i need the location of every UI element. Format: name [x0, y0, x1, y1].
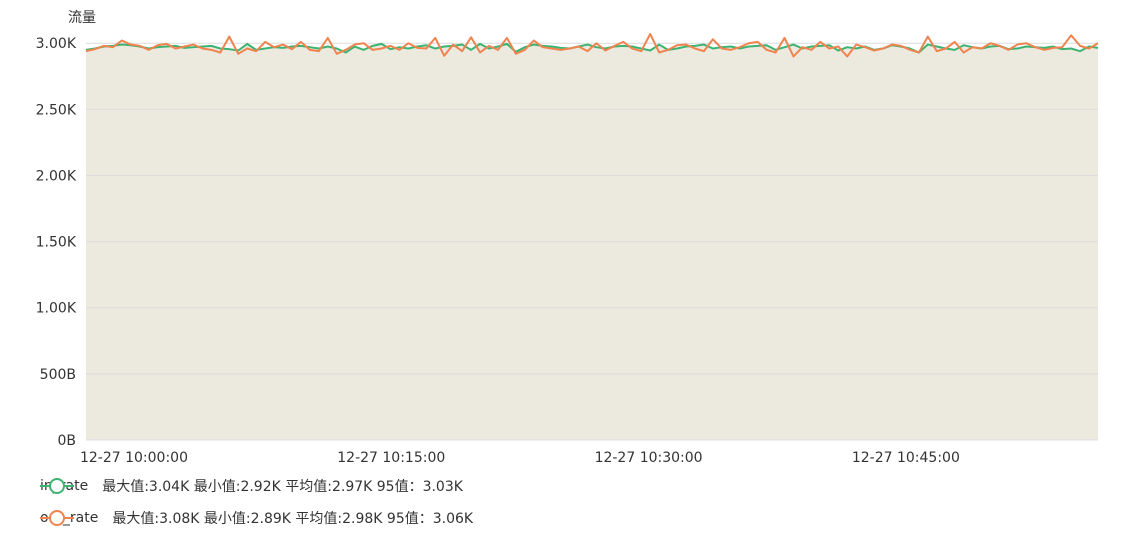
- legend-item-in-rate[interactable]: in_rate 最大值:3.04K 最小值:2.92K 平均值:2.97K 95…: [40, 476, 463, 496]
- y-tick-label: 2.00K: [36, 168, 77, 184]
- traffic-chart: 0B 500B 1.00K 1.50K 2.00K 2.50K 3.00K 流量 12-27 1…: [36, 10, 1099, 466]
- y-tick-label: 0B: [57, 433, 76, 449]
- y-tick-label: 1.00K: [36, 301, 77, 317]
- x-tick-label: 12-27 10:30:00: [595, 450, 703, 466]
- legend-swatch-out-rate-icon: [40, 510, 74, 526]
- x-tick-label: 12-27 10:45:00: [852, 450, 960, 466]
- series-line-out-rate: [85, 32, 1099, 58]
- legend-item-out-rate[interactable]: out_rate 最大值:3.08K 最小值:2.89K 平均值:2.98K 9…: [40, 508, 473, 528]
- x-tick-label: 12-27 10:15:00: [337, 450, 445, 466]
- legend-series-stats: 最大值:3.04K 最小值:2.92K 平均值:2.97K 95值：3.03K: [102, 479, 463, 495]
- y-tick-label: 500B: [40, 367, 76, 383]
- legend-swatch-in-rate-icon: [40, 478, 74, 494]
- y-axis-label: 流量: [68, 10, 96, 26]
- y-tick-label: 2.50K: [36, 102, 77, 118]
- y-tick-label: 1.50K: [36, 235, 77, 251]
- legend-series-stats: 最大值:3.08K 最小值:2.89K 平均值:2.98K 95值：3.06K: [112, 511, 474, 527]
- x-tick-label: 12-27 10:00:00: [80, 450, 188, 466]
- y-tick-label: 3.00K: [36, 36, 77, 52]
